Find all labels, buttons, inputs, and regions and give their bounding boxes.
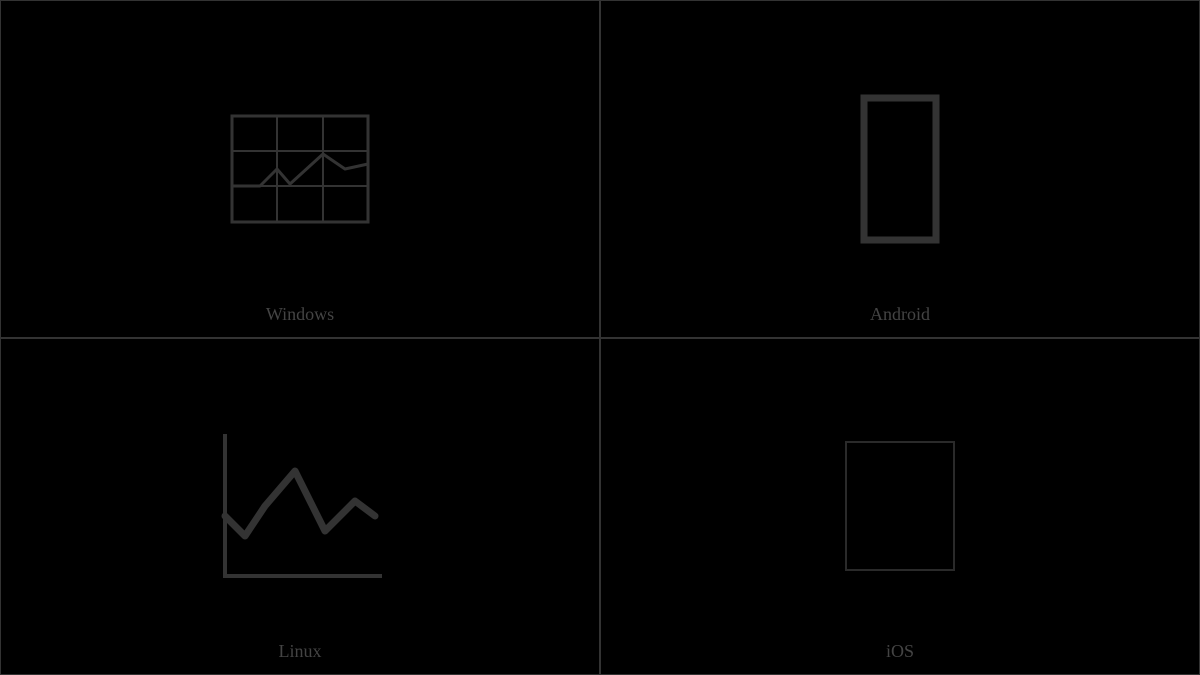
label-linux: Linux bbox=[279, 641, 322, 662]
cell-windows: Windows bbox=[0, 0, 600, 338]
missing-glyph-icon bbox=[860, 94, 940, 244]
glyph-ios bbox=[601, 339, 1199, 675]
glyph-windows bbox=[1, 1, 599, 337]
missing-glyph-icon bbox=[845, 441, 955, 571]
chart-grid-icon bbox=[230, 114, 370, 224]
glyph-android bbox=[601, 1, 1199, 337]
label-windows: Windows bbox=[266, 304, 334, 325]
chart-axes-icon bbox=[215, 431, 385, 581]
label-ios: iOS bbox=[886, 641, 914, 662]
cell-linux: Linux bbox=[0, 338, 600, 675]
cell-android: Android bbox=[600, 0, 1200, 338]
cell-ios: iOS bbox=[600, 338, 1200, 675]
glyph-linux bbox=[1, 339, 599, 675]
label-android: Android bbox=[870, 304, 930, 325]
glyph-comparison-grid: Windows Android Linux iOS bbox=[0, 0, 1200, 675]
